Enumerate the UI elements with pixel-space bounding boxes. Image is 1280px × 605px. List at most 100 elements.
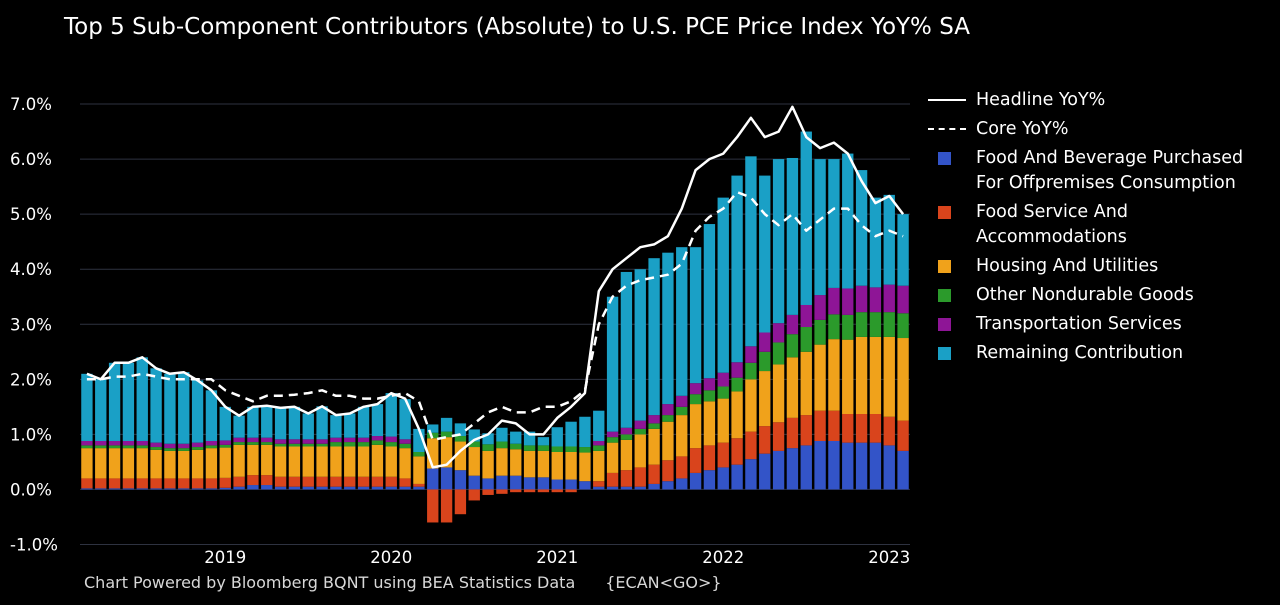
bar-segment: [496, 448, 508, 476]
legend-label: Remaining Contribution: [976, 343, 1184, 363]
bar-segment: [551, 446, 563, 452]
bar-segment: [634, 434, 646, 468]
bar-segment: [717, 372, 729, 387]
bar-segment: [579, 447, 591, 453]
bar-segment: [662, 415, 674, 422]
bar-segment: [897, 338, 909, 421]
bar-segment: [219, 477, 231, 488]
bar-segment: [371, 436, 384, 441]
bar-segment: [703, 445, 716, 471]
bar-segment: [897, 420, 909, 451]
bar-segment: [247, 485, 259, 490]
bar-segment: [316, 486, 328, 490]
source-note: Chart Powered by Bloomberg BQNT using BE…: [84, 573, 576, 592]
bar-segment: [108, 362, 121, 441]
bar-segment: [800, 445, 812, 490]
bar-stacks: [81, 131, 909, 523]
bar-segment: [745, 156, 757, 347]
bar-segment: [869, 312, 882, 337]
bar-segment: [247, 406, 259, 438]
legend-label: Core YoY%: [976, 119, 1069, 139]
bar-segment: [537, 477, 550, 490]
bar-segment: [828, 314, 840, 340]
bar-segment: [122, 488, 135, 490]
y-tick-label: 1.0%: [10, 425, 52, 444]
bar-segment: [316, 443, 328, 447]
bar-segment: [191, 488, 204, 490]
bar-segment: [759, 351, 771, 372]
bar-segment: [440, 417, 453, 432]
bar-segment: [399, 486, 411, 490]
bar-segment: [150, 368, 162, 443]
bar-segment: [786, 334, 799, 358]
y-tick-label: 0.0%: [10, 480, 52, 499]
bar-segment: [717, 197, 729, 373]
bar-segment: [302, 413, 314, 440]
x-tick-label: 2021: [536, 548, 578, 567]
bar-segment: [357, 486, 370, 490]
bar-segment: [357, 446, 370, 477]
bar-segment: [81, 488, 93, 490]
bar-segment: [288, 476, 301, 487]
bar-segment: [869, 336, 882, 415]
bar-segment: [745, 459, 757, 490]
bar-segment: [219, 487, 231, 490]
bar-segment: [247, 437, 259, 443]
bar-segment: [565, 451, 577, 480]
bar-segment: [454, 436, 467, 442]
bar-segment: [842, 442, 854, 490]
bar-segment: [330, 476, 342, 487]
bar-segment: [883, 445, 895, 490]
bar-segment: [357, 406, 370, 438]
bar-segment: [468, 441, 480, 448]
bar-segment: [399, 443, 411, 449]
bar-segment: [717, 398, 729, 443]
bar-segment: [800, 415, 812, 446]
bar-segment: [689, 247, 702, 384]
bar-segment: [247, 444, 259, 476]
bar-segment: [717, 386, 729, 399]
x-axis-labels: 2019 2020 2021 2022 2023: [204, 548, 910, 567]
bar-segment: [786, 314, 799, 335]
bar-segment: [178, 443, 190, 449]
legend-label: Other Nondurable Goods: [976, 285, 1194, 305]
bar-segment: [800, 304, 812, 328]
legend-item: Housing And Utilities: [928, 254, 1278, 279]
bar-segment: [648, 483, 660, 490]
bar-segment: [191, 449, 204, 479]
legend-line-marker: [928, 128, 966, 130]
bar-segment: [662, 404, 674, 416]
bar-segment: [897, 313, 909, 339]
x-tick-label: 2022: [702, 548, 744, 567]
legend: Headline YoY% Core YoY% Food And Beverage …: [928, 88, 1278, 370]
bar-segment: [842, 288, 854, 315]
bar-segment: [468, 475, 480, 490]
bar-segment: [648, 464, 660, 484]
legend-line-marker: [928, 99, 966, 101]
bar-segment: [772, 450, 785, 490]
bar-segment: [122, 478, 135, 489]
bar-segment: [606, 437, 619, 443]
bar-segment: [274, 486, 287, 490]
bar-segment: [648, 428, 660, 465]
bar-segment: [759, 426, 771, 454]
bar-segment: [344, 442, 356, 447]
bar-segment: [703, 390, 716, 402]
bar-segment: [261, 437, 273, 443]
chart-footer: Chart Powered by Bloomberg BQNT using BE…: [84, 573, 722, 592]
legend-label: Food And Beverage Purchased For Offpremis…: [976, 148, 1244, 193]
bar-segment: [316, 476, 328, 487]
bar-segment: [95, 448, 107, 479]
bar-segment: [676, 247, 688, 396]
bar-segment: [454, 441, 467, 471]
legend-item: Core YoY%: [928, 117, 1278, 142]
legend-swatch: [938, 289, 951, 302]
bar-segment: [731, 175, 743, 363]
bar-segment: [178, 450, 190, 479]
bar-segment: [883, 416, 895, 446]
bar-segment: [579, 416, 591, 448]
bar-segment: [565, 489, 577, 493]
legend-item: Food And Beverage Purchased For Offpremis…: [928, 146, 1278, 196]
bar-segment: [634, 269, 646, 421]
